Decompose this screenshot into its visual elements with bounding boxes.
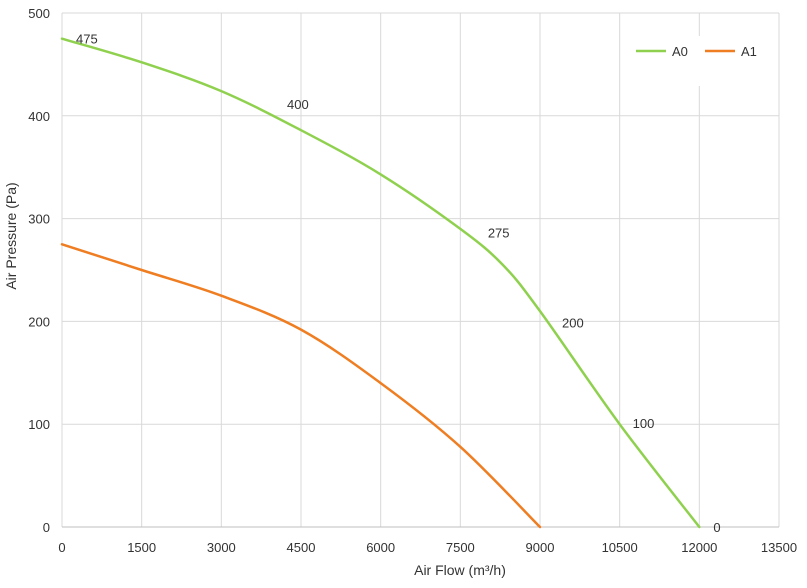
x-tick-label: 0: [58, 540, 65, 555]
y-tick-label: 200: [28, 314, 50, 329]
x-tick-label: 4500: [287, 540, 316, 555]
x-tick-label: 12000: [681, 540, 717, 555]
data-label: 475: [76, 32, 98, 47]
data-label: 100: [633, 416, 655, 431]
x-axis-title: Air Flow (m³/h): [414, 562, 506, 578]
legend-label-a0: A0: [672, 44, 688, 59]
y-tick-label: 0: [43, 520, 50, 535]
x-tick-label: 10500: [602, 540, 638, 555]
grid-lines: [61, 12, 780, 528]
x-tick-label: 13500: [761, 540, 797, 555]
series-line-a0: [60, 37, 701, 529]
data-label: 200: [562, 315, 584, 330]
y-tick-label: 500: [28, 6, 50, 21]
data-labels: 475 400 275 200 100 0: [76, 32, 721, 535]
y-axis-title: Air Pressure (Pa): [3, 182, 19, 289]
y-tick-label: 300: [28, 212, 50, 227]
series-line-a1: [60, 243, 542, 529]
axes: 0 1500 3000 4500 6000 7500 9000 10500 12000 13500…: [28, 6, 797, 555]
data-label: 275: [488, 225, 510, 240]
series-layer: [60, 37, 701, 529]
data-label: 400: [287, 97, 309, 112]
y-tick-label: 400: [28, 109, 50, 124]
x-tick-label: 1500: [127, 540, 156, 555]
y-tick-label: 100: [28, 417, 50, 432]
x-tick-label: 6000: [366, 540, 395, 555]
legend-label-a1: A1: [741, 44, 757, 59]
x-tick-label: 9000: [526, 540, 555, 555]
data-label: 0: [713, 520, 720, 535]
x-tick-label: 3000: [207, 540, 236, 555]
x-tick-label: 7500: [446, 540, 475, 555]
legend-background: [632, 36, 772, 86]
legend: A0 A1: [632, 36, 772, 86]
